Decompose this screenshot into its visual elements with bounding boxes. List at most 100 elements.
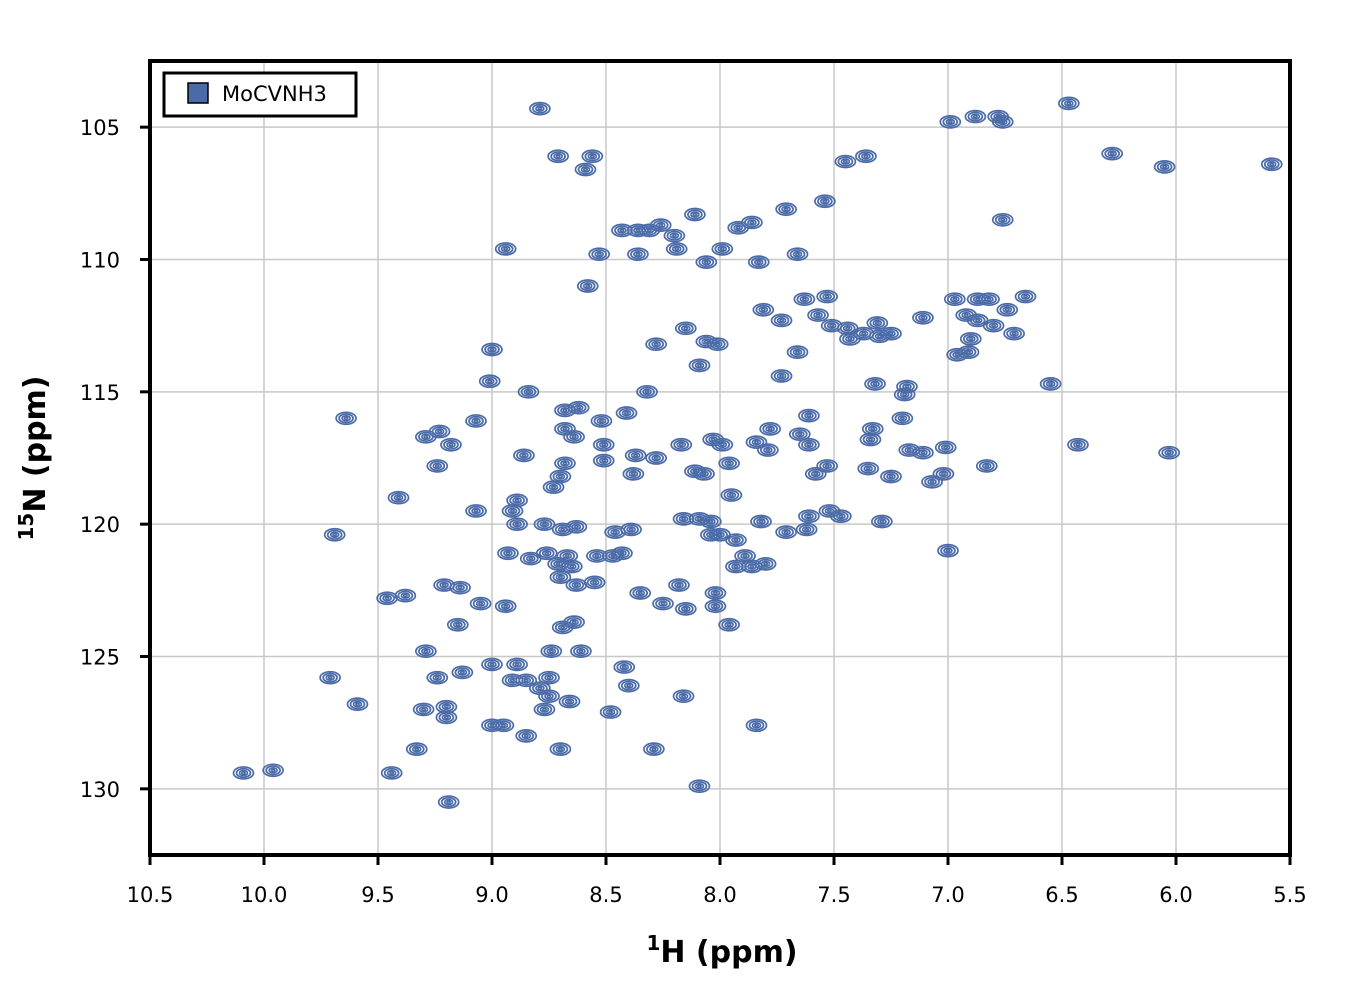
peak-contour (319, 670, 341, 685)
x-tick-label: 5.5 (1273, 883, 1306, 907)
peak-contour (807, 308, 829, 322)
peak-contour (622, 467, 645, 481)
peak-contour (592, 453, 615, 468)
x-tick-label: 8.0 (703, 883, 736, 907)
peak-contour (576, 279, 599, 293)
peak-contour (1067, 437, 1089, 452)
peak-contour (663, 228, 686, 243)
peak-contour (668, 578, 690, 592)
peak-contour (834, 154, 857, 169)
peak-contour (1014, 289, 1037, 304)
peak-contour (1039, 377, 1062, 391)
peak-contour (795, 522, 818, 537)
peak-contour (506, 657, 528, 672)
peak-contour (617, 678, 640, 693)
peak-contour (798, 437, 820, 452)
peak-contour (700, 514, 722, 529)
peak-contour (975, 459, 998, 473)
peak-contour (752, 302, 775, 317)
peak-contour (704, 586, 727, 600)
peak-contour (574, 162, 597, 177)
peak-contour (893, 387, 916, 402)
peak-contour (581, 149, 604, 164)
peak-contour (982, 318, 1005, 333)
peak-contour (649, 218, 672, 232)
peak-contour (232, 766, 255, 780)
peak-contour (446, 617, 469, 632)
peak-contour (912, 310, 934, 325)
x-tick-label: 7.0 (931, 883, 964, 907)
peak-contour (788, 427, 811, 442)
peak-contour (770, 313, 793, 328)
peak-contour (426, 670, 449, 685)
peak-contour (394, 588, 417, 603)
peak-contour (538, 670, 560, 685)
peak-contour (964, 109, 987, 124)
peak-contour (435, 710, 458, 725)
legend-label: MoCVNH3 (222, 82, 327, 106)
x-axis-title-sup: 1 (646, 931, 660, 955)
peak-contour (643, 742, 665, 756)
peak-contour (547, 149, 569, 164)
peak-contour (346, 697, 369, 711)
peak-contour (937, 543, 959, 558)
peak-contour (891, 411, 914, 426)
peak-contour (549, 469, 572, 484)
peak-contour (533, 702, 556, 717)
peak-contour (567, 400, 590, 415)
peak-contour (804, 467, 827, 481)
peak-contour (501, 504, 524, 518)
peak-contour (939, 115, 962, 129)
peak-contour (718, 617, 740, 632)
peak-contour (517, 384, 540, 399)
peak-contour (959, 332, 982, 346)
peak-contour (754, 557, 777, 571)
peak-contour (839, 332, 861, 346)
y-tick-label: 105 (80, 116, 120, 140)
peak-contour (613, 660, 636, 674)
peak-contour (880, 326, 902, 341)
peak-contour (586, 549, 608, 563)
peak-contour (991, 212, 1014, 227)
peak-contour (437, 795, 460, 809)
peak-contour (583, 575, 606, 590)
peak-contour (1057, 96, 1080, 111)
peak-contour (549, 570, 572, 584)
peak-contour (554, 456, 576, 471)
peak-contour (932, 467, 955, 481)
peak-contour (709, 527, 731, 542)
peak-contour (387, 490, 410, 505)
peak-contour (706, 337, 729, 352)
x-tick-label: 6.0 (1159, 883, 1192, 907)
peak-contour (415, 644, 437, 659)
peak-contour (535, 546, 558, 561)
peak-contour (262, 763, 284, 778)
peak-contour (449, 580, 471, 595)
peak-contour (693, 467, 715, 481)
peak-contour (684, 207, 706, 222)
peak-contour (672, 512, 695, 526)
peak-contour (861, 422, 884, 436)
peak-contour (996, 302, 1019, 317)
y-tick-label: 130 (80, 778, 120, 802)
peak-contour (481, 342, 503, 357)
peak-contour (864, 377, 886, 391)
peak-contour (620, 522, 642, 537)
x-axis-title: 1H (ppm) (646, 931, 797, 970)
peak-contour (786, 345, 809, 359)
peak-contour (451, 665, 474, 680)
peak-contour (627, 247, 649, 262)
peak-contour (818, 504, 841, 518)
peak-contour (558, 694, 581, 709)
y-axis-title: 15N (ppm) (14, 375, 53, 540)
legend: MoCVNH3 (162, 71, 358, 118)
peak-contour (481, 657, 503, 672)
peak-contour (786, 247, 809, 262)
peak-contour (943, 292, 966, 307)
peak-contour (745, 435, 768, 449)
peak-contour (549, 742, 572, 756)
peak-contour (565, 578, 588, 592)
peak-contour (636, 384, 658, 399)
peak-contour (934, 440, 957, 455)
